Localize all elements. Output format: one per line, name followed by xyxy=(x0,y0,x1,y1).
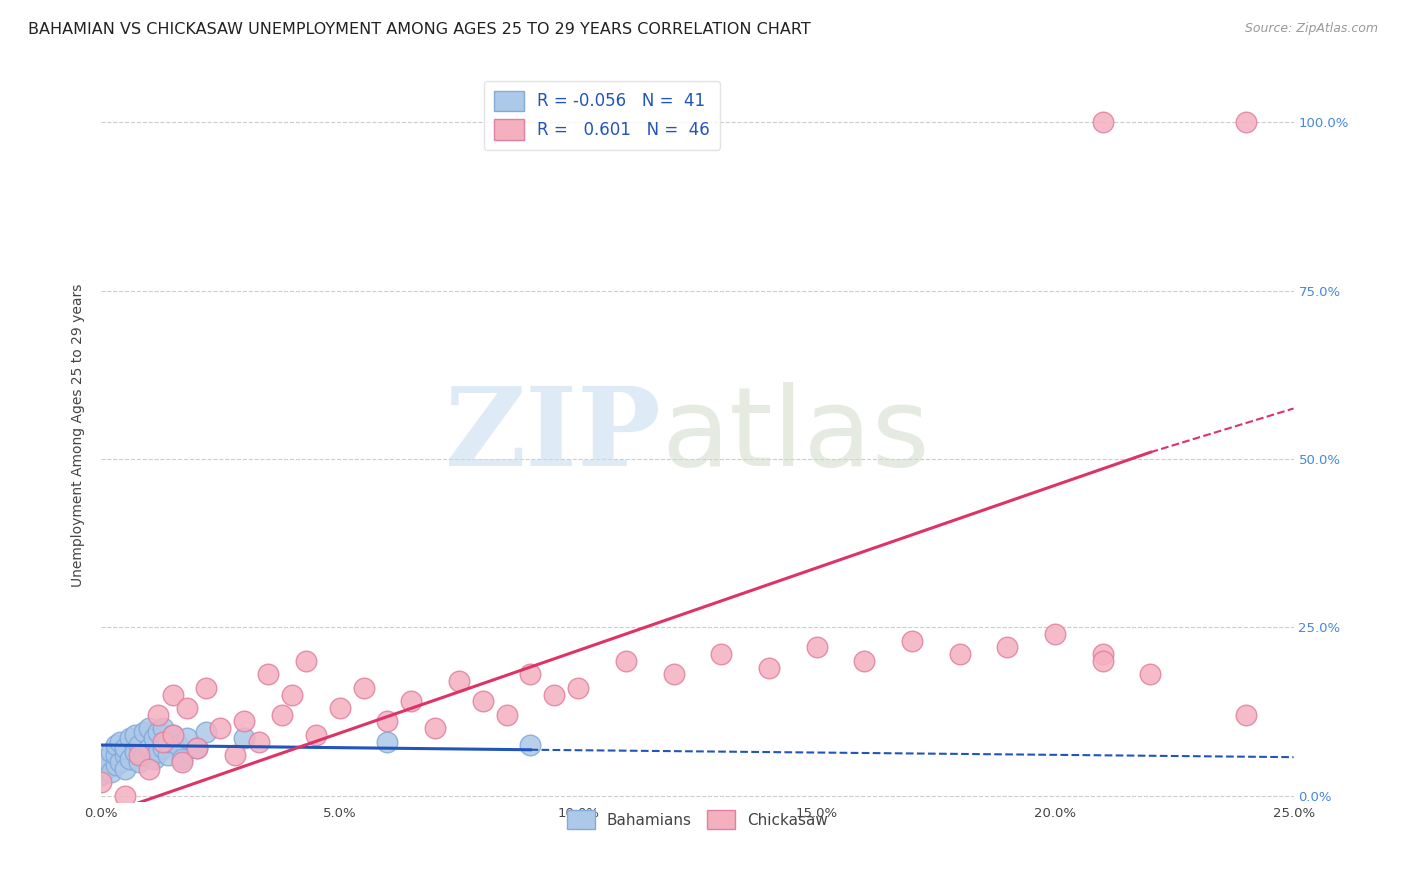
Point xyxy=(806,640,828,655)
Point xyxy=(195,724,218,739)
Y-axis label: Unemployment Among Ages 25 to 29 years: Unemployment Among Ages 25 to 29 years xyxy=(72,284,86,587)
Point xyxy=(758,660,780,674)
Point xyxy=(377,714,399,729)
Point xyxy=(110,734,132,748)
Point xyxy=(114,789,136,803)
Point xyxy=(257,667,280,681)
Point xyxy=(162,728,184,742)
Point xyxy=(1234,707,1257,722)
Point xyxy=(114,741,136,756)
Point xyxy=(519,738,541,752)
Point xyxy=(247,734,270,748)
Point xyxy=(148,724,170,739)
Point xyxy=(662,667,685,681)
Legend: Bahamians, Chickasaw: Bahamians, Chickasaw xyxy=(561,804,834,835)
Point xyxy=(100,764,122,779)
Point xyxy=(1091,115,1114,129)
Point xyxy=(148,707,170,722)
Point xyxy=(90,755,112,769)
Point xyxy=(152,741,174,756)
Point xyxy=(94,751,117,765)
Point xyxy=(853,654,876,668)
Point xyxy=(567,681,589,695)
Point xyxy=(186,741,208,756)
Point xyxy=(172,751,194,765)
Point xyxy=(399,694,422,708)
Point xyxy=(233,731,256,746)
Point xyxy=(128,738,150,752)
Point xyxy=(519,667,541,681)
Point xyxy=(142,751,165,765)
Point xyxy=(471,694,494,708)
Point xyxy=(152,734,174,748)
Point xyxy=(186,741,208,756)
Point xyxy=(118,751,141,765)
Point xyxy=(128,755,150,769)
Point xyxy=(353,681,375,695)
Point xyxy=(710,647,733,661)
Point xyxy=(543,688,565,702)
Point xyxy=(138,741,160,756)
Text: ZIP: ZIP xyxy=(444,382,662,489)
Point xyxy=(377,734,399,748)
Point xyxy=(209,721,232,735)
Point xyxy=(138,762,160,776)
Text: atlas: atlas xyxy=(662,382,931,489)
Point xyxy=(90,775,112,789)
Point xyxy=(495,707,517,722)
Point xyxy=(128,748,150,763)
Point xyxy=(156,734,179,748)
Point xyxy=(90,768,112,782)
Point xyxy=(118,731,141,746)
Point xyxy=(295,654,318,668)
Point xyxy=(104,738,127,752)
Point xyxy=(124,728,146,742)
Point xyxy=(124,745,146,759)
Point xyxy=(114,748,136,763)
Point xyxy=(114,762,136,776)
Point xyxy=(447,674,470,689)
Point xyxy=(156,748,179,763)
Point xyxy=(1043,627,1066,641)
Point xyxy=(110,755,132,769)
Point xyxy=(1139,667,1161,681)
Point xyxy=(176,731,198,746)
Point xyxy=(997,640,1019,655)
Point xyxy=(423,721,446,735)
Point xyxy=(949,647,972,661)
Point xyxy=(138,721,160,735)
Point xyxy=(166,738,188,752)
Point xyxy=(134,748,156,763)
Point xyxy=(162,728,184,742)
Point xyxy=(104,758,127,772)
Point xyxy=(162,688,184,702)
Text: BAHAMIAN VS CHICKASAW UNEMPLOYMENT AMONG AGES 25 TO 29 YEARS CORRELATION CHART: BAHAMIAN VS CHICKASAW UNEMPLOYMENT AMONG… xyxy=(28,22,811,37)
Point xyxy=(1091,647,1114,661)
Point xyxy=(104,748,127,763)
Text: Source: ZipAtlas.com: Source: ZipAtlas.com xyxy=(1244,22,1378,36)
Point xyxy=(1234,115,1257,129)
Point xyxy=(281,688,304,702)
Point xyxy=(142,731,165,746)
Point xyxy=(305,728,328,742)
Point xyxy=(148,745,170,759)
Point xyxy=(100,745,122,759)
Point xyxy=(172,755,194,769)
Point xyxy=(94,762,117,776)
Point xyxy=(233,714,256,729)
Point xyxy=(614,654,637,668)
Point xyxy=(224,748,246,763)
Point xyxy=(134,724,156,739)
Point xyxy=(901,633,924,648)
Point xyxy=(1091,654,1114,668)
Point xyxy=(329,701,352,715)
Point xyxy=(195,681,218,695)
Point xyxy=(176,701,198,715)
Point xyxy=(271,707,294,722)
Point xyxy=(152,721,174,735)
